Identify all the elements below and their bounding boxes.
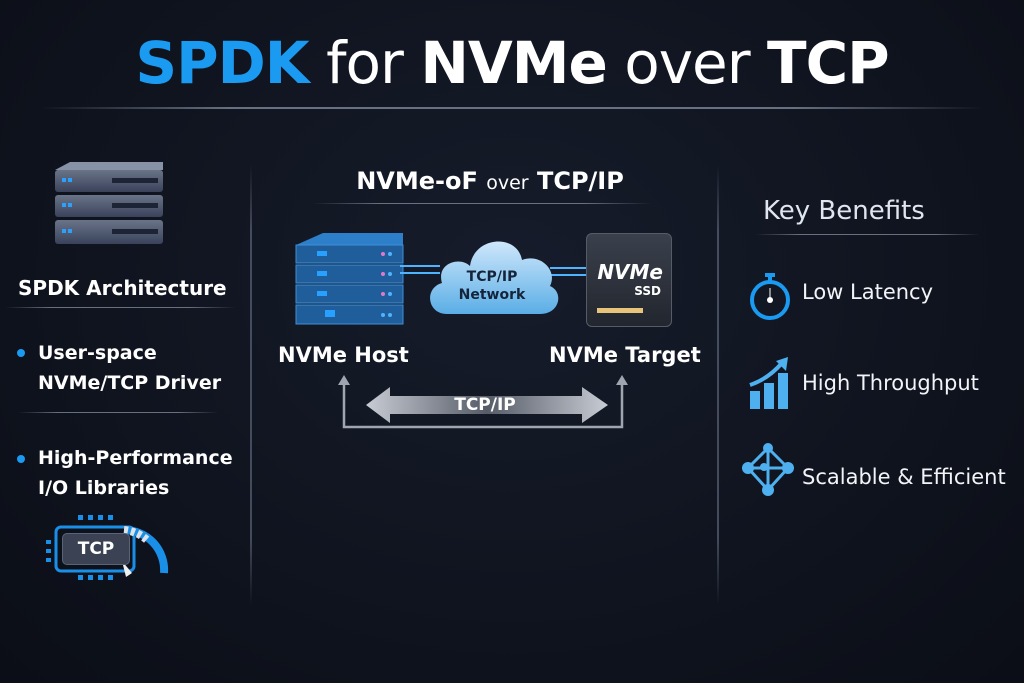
bullet-item: High-Performance I/O Libraries [38, 443, 233, 503]
page-title: SPDK for NVMe over TCP [0, 28, 1024, 98]
network-link-lines [400, 265, 590, 276]
bullet-line: User-space [38, 342, 157, 364]
title-word: TCP [767, 29, 890, 97]
diagram-heading: NVMe-oF over TCP/IP [260, 167, 720, 195]
column-divider [250, 165, 252, 605]
benefit-high-throughput: High Throughput [802, 371, 979, 395]
section-divider [18, 412, 218, 413]
nvme-host-server-icon [295, 233, 404, 325]
bullet-line: NVMe/TCP Driver [38, 372, 222, 394]
nvme-target-label: NVMe Target [549, 343, 701, 367]
heading-divider [755, 234, 980, 235]
column-divider [717, 165, 719, 605]
title-accent: SPDK [135, 29, 309, 97]
key-benefits-heading: Key Benefits [763, 196, 925, 226]
server-stack-icon [55, 162, 163, 244]
nvme-ssd-icon: NVMe SSD [586, 233, 672, 327]
title-word: for [326, 29, 404, 97]
bullet-dot [17, 455, 25, 463]
cloud-label: TCP/IP [466, 269, 518, 285]
section-divider [5, 307, 235, 308]
bullet-item: User-space NVMe/TCP Driver [38, 338, 221, 398]
benefit-scalable-efficient: Scalable & Efficient [802, 465, 1006, 489]
ssd-connector [597, 308, 643, 313]
tcp-chip-icon: TCP [44, 515, 169, 585]
title-word: over [624, 29, 750, 97]
nvme-host-label: NVMe Host [278, 343, 409, 367]
cloud-label: Network [458, 287, 526, 303]
heading-part: NVMe-oF [356, 167, 478, 195]
network-nodes-icon [742, 443, 794, 496]
bullet-line: I/O Libraries [38, 477, 170, 499]
heading-divider [312, 203, 652, 204]
bullet-dot [17, 349, 25, 357]
heading-part: TCP/IP [536, 167, 624, 195]
growth-chart-icon [749, 357, 788, 409]
ssd-label: SSD [634, 284, 661, 298]
chip-label: TCP [62, 533, 130, 565]
tcp-ip-bidirectional-arrow [338, 375, 628, 429]
tcp-ip-network-cloud: TCP/IP Network [422, 228, 562, 318]
stopwatch-icon [750, 273, 790, 320]
title-word: NVMe [420, 29, 607, 97]
ssd-label: NVMe [597, 260, 663, 284]
spdk-architecture-heading: SPDK Architecture [18, 276, 227, 300]
title-divider [40, 107, 984, 109]
bullet-line: High-Performance [38, 447, 233, 469]
heading-part: over [486, 172, 529, 194]
arrow-label: TCP/IP [454, 395, 516, 415]
benefit-low-latency: Low Latency [802, 280, 934, 304]
